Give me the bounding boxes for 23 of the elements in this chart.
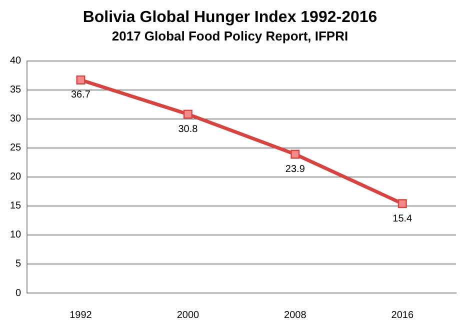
x-tick-label: 2008 — [284, 310, 307, 321]
chart-subtitle: 2017 Global Food Policy Report, IFPRI — [112, 28, 348, 44]
y-tick-label: 15 — [10, 200, 22, 212]
point — [76, 75, 86, 84]
y-tick-label: 30 — [10, 114, 22, 125]
y-tick-label: 20 — [10, 172, 22, 183]
data-label: 15.4 — [392, 213, 413, 224]
data-label: 30.8 — [178, 124, 198, 135]
y-tick-label: 40 — [10, 56, 22, 67]
x-tick-label: 2016 — [391, 310, 414, 321]
y-tick-label: 0 — [16, 288, 22, 299]
x-tick-label: 2000 — [176, 310, 200, 321]
data-label: 36.7 — [71, 90, 91, 101]
chart-title: Bolivia Global Hunger Index 1992-2016 — [82, 9, 378, 26]
x-tick-label: 1992 — [70, 310, 92, 321]
y-tick-label: 35 — [10, 84, 22, 96]
point — [290, 150, 300, 159]
y-tick-label: 10 — [10, 230, 22, 241]
point — [183, 110, 192, 119]
data-label: 23.9 — [285, 164, 306, 176]
point — [398, 199, 407, 208]
y-tick-label: 25 — [10, 142, 22, 154]
y-tick-label: 5 — [16, 258, 22, 270]
